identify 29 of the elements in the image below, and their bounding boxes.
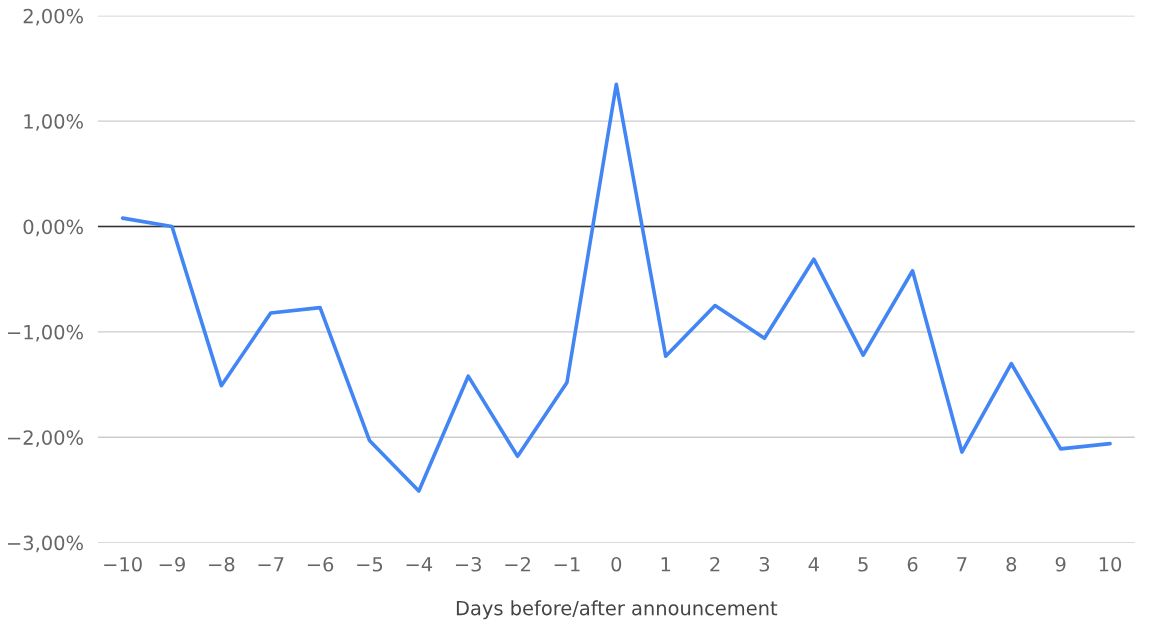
- x-tick-label: 0: [611, 556, 622, 572]
- line-series: [120, 82, 1112, 493]
- y-tick-label: 2,00%: [23, 8, 83, 26]
- x-tick-label: 9: [1055, 556, 1066, 572]
- y-tick-label: −3,00%: [8, 535, 83, 553]
- x-tick-label: 5: [858, 557, 868, 572]
- x-tick-label: 3: [759, 556, 770, 572]
- x-tick-label: −2: [505, 556, 530, 572]
- y-tick-label: 0,00%: [23, 219, 83, 237]
- x-tick-label: 1: [661, 557, 671, 572]
- x-tick-label: 2: [710, 556, 720, 572]
- x-tick-label: 7: [957, 557, 967, 572]
- x-tick-label: 6: [907, 556, 918, 572]
- x-tick-label: −6: [307, 556, 334, 572]
- x-tick-label: −3: [455, 556, 481, 572]
- y-tick-label: −1,00%: [8, 324, 83, 342]
- x-tick-label: −10: [104, 556, 142, 572]
- x-tick-label: −5: [357, 557, 383, 572]
- x-tick-label: 8: [1006, 556, 1017, 572]
- x-axis-title: Days before/after announcement: [456, 600, 778, 620]
- x-tick-label: −7: [258, 557, 284, 572]
- x-tick-label: −9: [159, 556, 185, 572]
- x-tick-label: −4: [406, 557, 433, 572]
- x-tick-label: −8: [209, 556, 235, 572]
- x-tick-label: 4: [808, 557, 819, 572]
- y-tick-label: −2,00%: [8, 430, 83, 447]
- x-tick-label: −1: [554, 557, 580, 572]
- y-tick-label: 1,00%: [24, 114, 83, 131]
- x-tick-label: 10: [1099, 556, 1122, 572]
